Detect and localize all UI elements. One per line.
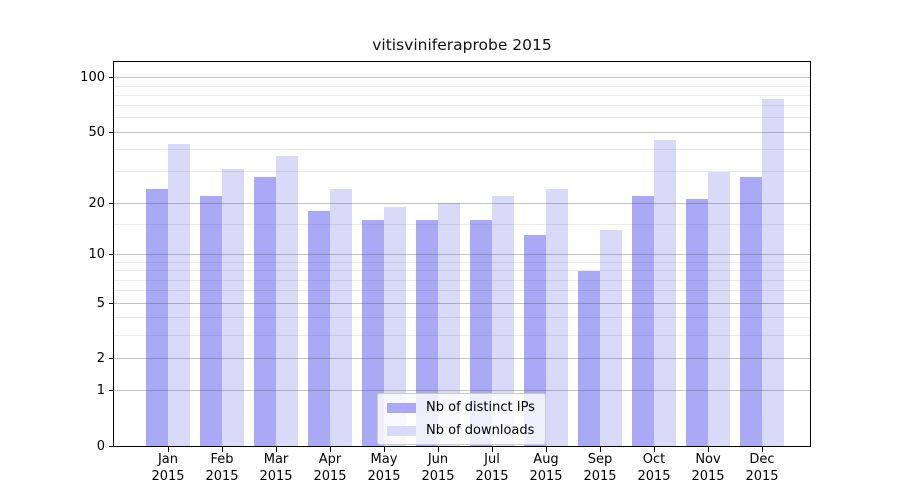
bar-sep-ips [578, 270, 600, 446]
x-tick-label: Apr 2015 [302, 452, 358, 485]
x-tick-year: 2015 [475, 468, 509, 484]
y-tick-mark [109, 302, 114, 304]
x-tick-label: Jun 2015 [410, 452, 466, 485]
y-tick-label: 50 [88, 124, 105, 140]
x-tick-label: Aug 2015 [518, 452, 574, 485]
legend-item-downloads: Nb of downloads [387, 423, 535, 438]
bar-jan-downloads [168, 144, 190, 446]
x-tick-month: Aug [533, 452, 559, 467]
x-tick-label: Dec 2015 [734, 452, 790, 485]
x-tick-mark [275, 447, 277, 452]
x-tick-mark [653, 447, 655, 452]
y-tick-mark [109, 254, 114, 256]
y-tick-mark [109, 357, 114, 359]
legend-swatch-downloads-icon [387, 425, 416, 436]
x-tick-year: 2015 [691, 468, 725, 484]
x-tick-year: 2015 [313, 468, 347, 484]
bar-nov-ips [686, 199, 708, 446]
x-tick-mark [599, 447, 601, 452]
x-tick-label: Jul 2015 [464, 452, 520, 485]
x-tick-year: 2015 [205, 468, 239, 484]
x-tick-label: Nov 2015 [680, 452, 736, 485]
x-tick-mark [761, 447, 763, 452]
x-tick-label: May 2015 [356, 452, 412, 485]
x-tick-month: Nov [695, 452, 721, 467]
plot-area: Nb of distinct IPs Nb of downloads [113, 61, 811, 447]
y-tick-label: 2 [96, 350, 105, 366]
x-tick-label: Sep 2015 [572, 452, 628, 485]
bar-jun-ips [416, 219, 438, 446]
y-tick-mark [109, 77, 114, 79]
y-tick-label: 0 [96, 438, 105, 454]
y-tick-label: 10 [88, 247, 105, 263]
x-tick-mark [167, 447, 169, 452]
legend-swatch-distinct-ips-icon [387, 402, 416, 413]
bar-apr-downloads [330, 189, 352, 446]
bar-dec-downloads [762, 99, 784, 446]
x-tick-month: Apr [318, 452, 342, 467]
x-tick-label: Jan 2015 [140, 452, 196, 485]
x-tick-mark [491, 447, 493, 452]
bar-jul-ips [470, 219, 492, 446]
x-tick-month: Jun [427, 452, 449, 467]
bar-feb-downloads [222, 169, 244, 446]
x-tick-label: Mar 2015 [248, 452, 304, 485]
x-tick-month: Oct [642, 452, 666, 467]
x-tick-month: Sep [587, 452, 613, 467]
y-tick-label: 1 [96, 383, 105, 399]
x-tick-year: 2015 [637, 468, 671, 484]
legend-item-distinct-ips: Nb of distinct IPs [387, 400, 535, 415]
y-tick-mark [109, 202, 114, 204]
bar-may-downloads [384, 206, 406, 446]
legend-label-distinct-ips: Nb of distinct IPs [426, 400, 535, 415]
x-tick-year: 2015 [583, 468, 617, 484]
bar-jan-ips [146, 189, 168, 446]
legend-label-downloads: Nb of downloads [426, 423, 535, 438]
y-tick-mark [109, 131, 114, 133]
y-tick-label: 100 [80, 70, 105, 86]
bar-aug-downloads [546, 189, 568, 446]
x-tick-year: 2015 [529, 468, 563, 484]
x-tick-month: Jul [484, 452, 500, 467]
x-tick-year: 2015 [259, 468, 293, 484]
y-tick-mark [109, 390, 114, 392]
x-tick-mark [545, 447, 547, 452]
bar-jul-downloads [492, 195, 514, 446]
bar-mar-ips [254, 177, 276, 446]
bar-sep-downloads [600, 229, 622, 446]
x-tick-year: 2015 [421, 468, 455, 484]
bar-jun-downloads [438, 203, 460, 446]
x-tick-mark [329, 447, 331, 452]
x-tick-month: Feb [210, 452, 234, 467]
x-tick-mark [383, 447, 385, 452]
x-tick-label: Feb 2015 [194, 452, 250, 485]
x-tick-year: 2015 [367, 468, 401, 484]
x-tick-label: Oct 2015 [626, 452, 682, 485]
x-tick-year: 2015 [745, 468, 779, 484]
x-tick-year: 2015 [151, 468, 185, 484]
x-tick-month: Dec [749, 452, 775, 467]
y-tick-label: 20 [88, 195, 105, 211]
bar-oct-downloads [654, 140, 676, 446]
chart-title: vitisviniferaprobe 2015 [372, 36, 552, 54]
x-tick-mark [707, 447, 709, 452]
bar-mar-downloads [276, 155, 298, 446]
bar-apr-ips [308, 211, 330, 446]
bar-oct-ips [632, 195, 654, 446]
legend: Nb of distinct IPs Nb of downloads [377, 393, 546, 445]
bar-nov-downloads [708, 171, 730, 446]
bar-feb-ips [200, 195, 222, 446]
x-tick-mark [437, 447, 439, 452]
y-tick-label: 5 [96, 295, 105, 311]
bar-dec-ips [740, 177, 762, 446]
x-tick-mark [221, 447, 223, 452]
y-tick-mark [109, 445, 114, 447]
x-tick-month: Jan [157, 452, 179, 467]
x-tick-month: Mar [263, 452, 289, 467]
bars-layer [114, 62, 810, 446]
x-tick-month: May [370, 452, 398, 467]
bar-may-ips [362, 219, 384, 446]
